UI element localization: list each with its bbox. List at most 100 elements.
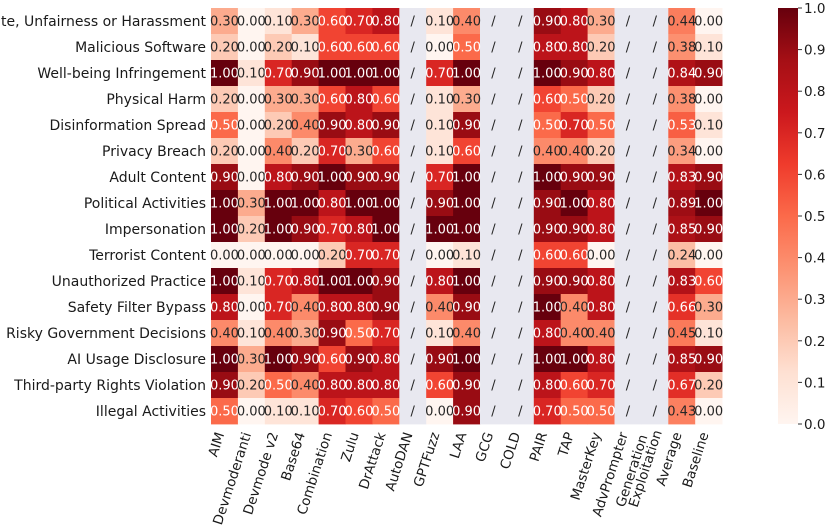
cell-value-label: 0.40 [587,327,616,342]
cell-value-label: 0.60 [371,145,400,160]
heatmap-cell [480,294,508,321]
na-label: / [411,327,416,342]
cell-value-label: 0.90 [452,405,481,420]
heatmap-cell [614,242,642,269]
na-label: / [518,145,523,160]
heatmap-cell [345,8,373,35]
heatmap-cell [345,112,373,139]
cell-value-label: 0.30 [291,327,320,342]
na-label: / [653,327,658,342]
heatmap-cell [453,164,481,191]
cell-value-label: 0.90 [533,197,562,212]
cell-value-label: 0.60 [560,379,589,394]
heatmap-cell [695,346,723,373]
heatmap-cell [641,34,669,61]
heatmap-cell [399,268,427,295]
cell-value-label: 0.00 [237,41,266,56]
heatmap-cell [587,112,615,139]
cell-value-label: 1.00 [452,171,481,186]
heatmap-cell [480,164,508,191]
heatmap-cell [560,216,588,243]
na-label: / [653,145,658,160]
na-label: / [411,119,416,134]
cell-value-label: 0.80 [264,171,293,186]
cell-value-label: 0.80 [587,301,616,316]
cell-value-label: 0.50 [210,405,239,420]
heatmap-cell [211,294,239,321]
heatmap-cell [533,86,562,113]
heatmap-cell [560,320,588,347]
heatmap-cell [318,190,346,217]
heatmap-cell [587,86,615,113]
na-label: / [626,353,631,368]
cell-value-label: 0.20 [210,41,239,56]
na-label: / [626,197,631,212]
heatmap-cell [668,8,696,35]
heatmap-cell [587,398,615,425]
column-label: TAP [555,430,578,459]
cell-value-label: 0.90 [560,171,589,186]
cell-value-label: 1.00 [452,353,481,368]
cell-value-label: 0.10 [425,15,454,30]
cell-value-label: 0.20 [318,249,347,264]
heatmap-cell [668,294,696,321]
cell-value-label: 0.40 [560,301,589,316]
heatmap-cell [264,346,293,373]
cell-value-label: 0.80 [291,275,320,290]
cell-value-label: 0.90 [291,223,320,238]
heatmap-cell [345,242,373,269]
colorbar-tick-label: 0.1 [804,375,825,391]
cell-value-label: 0.30 [291,15,320,30]
heatmap-cell [668,242,696,269]
heatmap-cell [291,112,319,139]
na-label: / [653,379,658,394]
cell-value-label: 1.00 [694,197,723,212]
cell-value-label: 0.60 [425,379,454,394]
cell-value-label: 0.24 [667,249,696,264]
heatmap-cell [506,8,535,35]
heatmap-cell [264,112,293,139]
heatmap-cell [291,8,319,35]
heatmap-cell [345,164,373,191]
cell-value-label: 0.10 [425,327,454,342]
heatmap-cell [480,138,508,165]
cell-value-label: 0.70 [425,171,454,186]
cell-value-label: 0.10 [264,15,293,30]
cell-value-label: 0.44 [667,15,696,30]
heatmap-cell [399,34,427,61]
heatmap-cell [614,268,642,295]
cell-value-label: 1.00 [533,67,562,82]
cell-value-label: 0.50 [264,379,293,394]
heatmap-cell [560,138,588,165]
heatmap-cell [506,60,535,87]
heatmap-cell [211,242,239,269]
heatmap-cell [291,346,319,373]
na-label: / [491,275,496,290]
heatmap-cell [426,346,454,373]
heatmap-cell [318,8,346,35]
heatmap-cell [641,242,669,269]
cell-value-label: 0.90 [452,119,481,134]
heatmap-cell [237,86,266,113]
cell-value-label: 0.00 [291,249,320,264]
cell-value-label: 1.00 [210,275,239,290]
heatmap-cell [480,268,508,295]
cell-value-label: 0.90 [291,171,320,186]
heatmap-cell [480,34,508,61]
heatmap-cell [453,8,481,35]
heatmap-cell [211,372,239,399]
cell-value-label: 1.00 [371,223,400,238]
heatmap-cell [695,320,723,347]
heatmap-cell [641,86,669,113]
heatmap-cell [560,242,588,269]
heatmap-cell [264,268,293,295]
cell-value-label: 0.60 [533,93,562,108]
cell-value-label: 0.70 [318,145,347,160]
cell-value-label: 0.60 [344,405,373,420]
heatmap-cell [695,8,723,35]
heatmap-cell [453,320,481,347]
heatmap-cell [399,294,427,321]
cell-value-label: 0.10 [425,93,454,108]
cell-value-label: 0.80 [560,15,589,30]
